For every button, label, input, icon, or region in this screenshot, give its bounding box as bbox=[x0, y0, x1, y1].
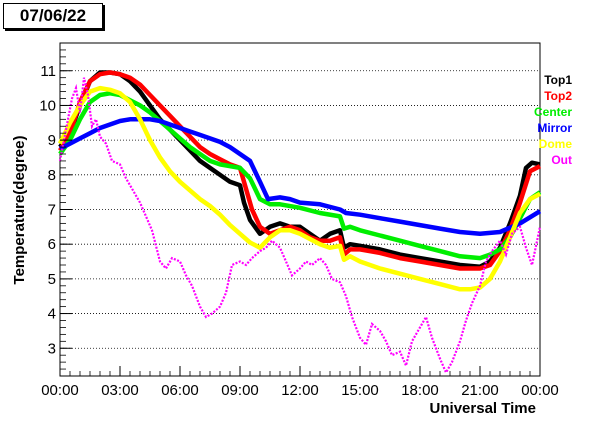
series-top1 bbox=[58, 70, 541, 269]
x-tick-label: 12:00 bbox=[281, 382, 319, 399]
y-tick-label: 11 bbox=[40, 63, 56, 80]
x-tick-label: 18:00 bbox=[401, 382, 439, 399]
legend-entry-dome: Dome bbox=[539, 137, 573, 151]
series-layer bbox=[57, 70, 542, 375]
x-tick-label: 09:00 bbox=[221, 382, 259, 399]
x-axis-label: Universal Time bbox=[430, 400, 536, 417]
y-tick-label: 7 bbox=[48, 202, 56, 219]
legend: Top1 Top2 Center Mirror Dome Out bbox=[534, 73, 572, 167]
legend-entry-top2: Top2 bbox=[544, 89, 572, 103]
y-tick-label: 5 bbox=[48, 271, 56, 288]
y-tick-label: 6 bbox=[48, 236, 56, 253]
y-tick-label: 4 bbox=[48, 306, 56, 323]
series-dome bbox=[57, 85, 542, 292]
series-out bbox=[58, 77, 542, 375]
axes: 3 4 5 6 7 8 9 10 11 00:00 03:00 06:00 09:00 12:00 15:0… bbox=[39, 42, 559, 399]
legend-entry-top1: Top1 bbox=[544, 73, 572, 87]
y-tick-label: 10 bbox=[39, 97, 56, 114]
series-mirror bbox=[58, 117, 542, 237]
legend-entry-mirror: Mirror bbox=[537, 121, 572, 135]
x-tick-label: 06:00 bbox=[161, 382, 199, 399]
legend-entry-out: Out bbox=[551, 153, 572, 167]
y-tick-label: 8 bbox=[48, 167, 56, 184]
x-tick-label: 15:00 bbox=[341, 382, 379, 399]
x-tick-label: 03:00 bbox=[101, 382, 139, 399]
y-tick-label: 9 bbox=[48, 132, 56, 149]
legend-entry-center: Center bbox=[534, 105, 572, 119]
x-tick-label: 00:00 bbox=[41, 382, 79, 399]
y-axis-label: Temperature(degree) bbox=[11, 136, 28, 285]
series-top2 bbox=[58, 70, 542, 271]
chart-title: 07/06/22 bbox=[3, 3, 103, 29]
y-tick-label: 3 bbox=[48, 340, 56, 357]
x-tick-label: 00:00 bbox=[521, 382, 559, 399]
x-tick-label: 21:00 bbox=[461, 382, 499, 399]
